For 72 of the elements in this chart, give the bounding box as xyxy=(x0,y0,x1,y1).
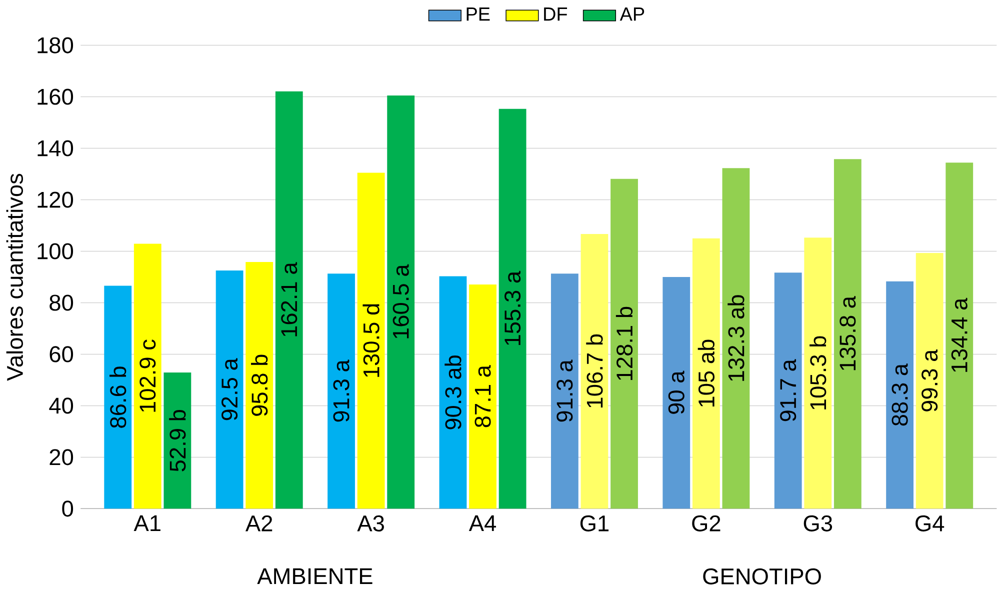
text: AMBIENTE xyxy=(257,568,372,584)
bar xyxy=(498,108,526,509)
y-tick-label: 120 xyxy=(38,192,74,208)
bar xyxy=(916,253,944,509)
x-tick-label: G2 xyxy=(692,515,720,532)
bar xyxy=(104,286,132,509)
y-tick-label: 20 xyxy=(50,449,74,466)
y-tick-label: 160 xyxy=(38,88,74,105)
data-label: 128.1 b xyxy=(616,306,633,380)
x-tick-label: A1 xyxy=(134,515,160,532)
y-tick-label: 140 xyxy=(38,140,74,156)
data-label: 160.5 a xyxy=(392,264,409,338)
x-tick-label: A4 xyxy=(468,515,496,532)
data-label: 135.8 a xyxy=(840,296,856,370)
bar xyxy=(610,179,638,509)
bar xyxy=(580,234,608,509)
data-label: 130.5 d xyxy=(362,304,380,377)
x-tick-label: G4 xyxy=(916,515,944,532)
bar xyxy=(439,276,467,509)
bar xyxy=(216,270,244,509)
bar xyxy=(550,274,578,509)
bar xyxy=(774,272,802,509)
data-label: 91.7 a xyxy=(780,359,796,422)
data-label: 91.3 a xyxy=(333,360,350,422)
y-tick-label: 180 xyxy=(38,37,74,54)
bar xyxy=(134,244,162,509)
bar xyxy=(834,159,862,509)
data-label: 90.3 ab xyxy=(444,356,462,430)
y-tick-label: 80 xyxy=(50,294,74,311)
text: GENOTIPO xyxy=(703,568,821,585)
data-label: 162.1 a xyxy=(281,262,298,336)
bar xyxy=(692,238,720,509)
x-tick-label: A3 xyxy=(357,515,384,532)
data-label: 134.4 a xyxy=(951,298,968,372)
bar xyxy=(357,172,385,509)
data-label: 88.3 a xyxy=(892,364,908,426)
data-label: 87.1 a xyxy=(474,365,491,428)
y-axis-title: Valores cuantitativos xyxy=(6,174,23,381)
bar xyxy=(164,372,192,509)
bar xyxy=(387,96,415,509)
data-label: 102.9 c xyxy=(140,340,156,412)
data-label: 155.3 a xyxy=(504,271,521,346)
bar xyxy=(469,284,496,509)
data-label: 86.6 b xyxy=(110,366,126,428)
y-tick-label: 40 xyxy=(49,398,74,414)
bar xyxy=(662,277,690,509)
data-label: 92.5 a xyxy=(222,358,238,420)
bar xyxy=(275,91,303,509)
data-label: 106.7 b xyxy=(586,334,603,408)
y-tick-label: 60 xyxy=(50,346,74,362)
x-tick-label: G1 xyxy=(580,515,609,532)
data-label: 132.3 ab xyxy=(728,295,744,381)
y-tick-label: 0 xyxy=(62,500,74,517)
data-label: 105 ab xyxy=(698,340,715,407)
x-tick-label: G3 xyxy=(804,515,832,532)
legend-label: AP xyxy=(620,8,644,21)
bar xyxy=(946,162,974,509)
bar xyxy=(886,281,914,509)
data-label: 91.3 a xyxy=(556,360,573,422)
bar xyxy=(804,238,832,509)
legend-label: DF xyxy=(544,8,568,21)
data-label: 99.3 a xyxy=(922,349,938,412)
data-label: 105.3 b xyxy=(810,336,826,410)
bar xyxy=(328,274,355,509)
x-tick-label: A2 xyxy=(245,515,272,532)
legend-label: PE xyxy=(466,8,490,21)
data-label: 52.9 b xyxy=(169,410,186,472)
data-label: 90 a xyxy=(668,370,684,414)
bar xyxy=(722,168,750,509)
data-label: 95.8 b xyxy=(251,354,268,416)
y-tick-label: 100 xyxy=(38,243,74,260)
bar xyxy=(246,262,274,509)
